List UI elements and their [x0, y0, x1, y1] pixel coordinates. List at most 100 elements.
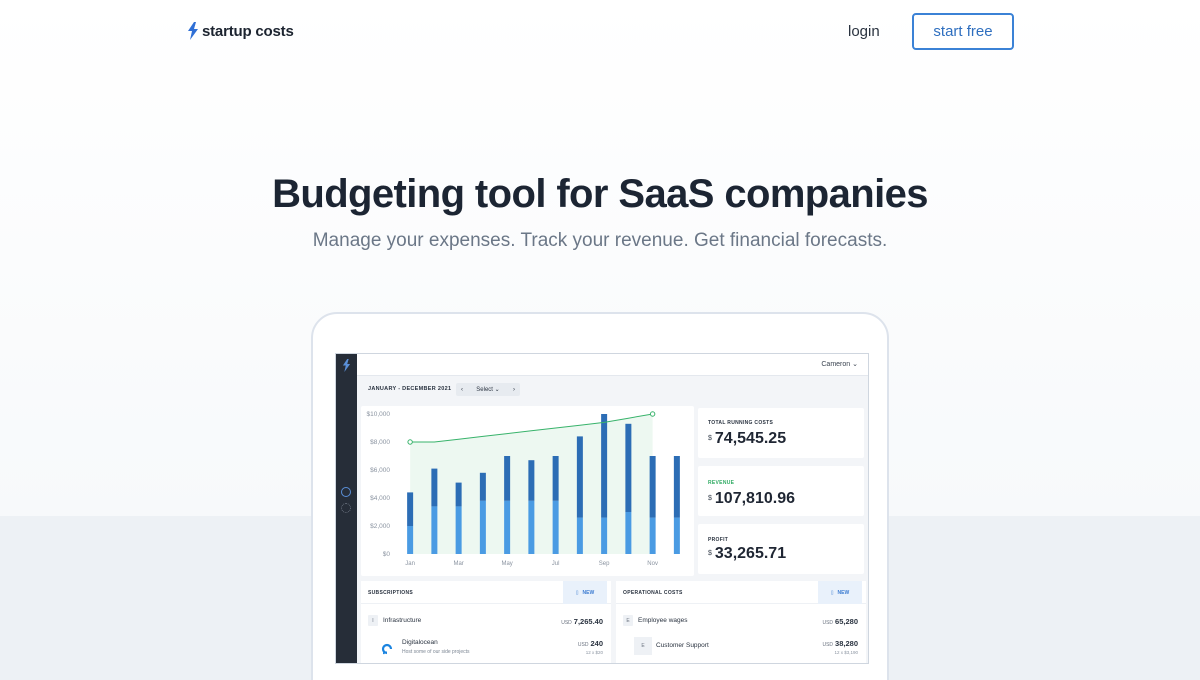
stat-value: $33,265.71	[708, 545, 786, 563]
app-sidebar	[336, 354, 357, 663]
costs-chart: $0 $2,000 $4,000 $6,000 $8,000 $10,000 Jan Mar M…	[367, 411, 680, 567]
login-link[interactable]: login	[848, 23, 880, 40]
x-tick-label: May	[501, 561, 512, 567]
category-name: Infrastructure	[383, 617, 422, 624]
currency-code: USD	[561, 620, 572, 626]
app-topbar: Cameron ⌄	[357, 354, 868, 376]
new-label: NEW	[582, 589, 595, 596]
currency-symbol: $	[708, 435, 712, 442]
bar-segment-upper	[625, 423, 632, 512]
panel-title: SUBSCRIPTIONS	[368, 590, 414, 596]
amount-value: 240	[590, 639, 603, 648]
x-tick-label: Jan	[405, 561, 415, 567]
y-tick-label: $8,000	[370, 439, 390, 446]
currency-symbol: $	[708, 550, 712, 557]
digitalocean-icon	[381, 643, 393, 655]
panel-header: SUBSCRIPTIONS ▯ NEW	[361, 581, 611, 604]
stat-value: $74,545.25	[708, 430, 786, 448]
stat-amount: 74,545.25	[714, 430, 787, 447]
x-tick-label: Mar	[453, 561, 463, 567]
bar-segment-lower	[479, 500, 486, 554]
panel-header: OPERATIONAL COSTS ▯ NEW	[616, 581, 866, 604]
x-tick-label: Sep	[599, 561, 610, 567]
stat-amount: 33,265.71	[714, 545, 787, 562]
bar-segment-lower	[431, 506, 438, 554]
bar-segment-upper	[576, 436, 583, 518]
cost-amount: USD 38,280	[822, 639, 858, 648]
stat-card-revenue: REVENUE $107,810.96	[698, 466, 864, 516]
range-select-label: Select	[476, 387, 493, 393]
document-icon: ▯	[575, 589, 579, 596]
line-end-point	[649, 411, 656, 417]
hero-title: Budgeting tool for SaaS companies	[272, 172, 928, 216]
category-amount: USD 65,280	[822, 617, 858, 626]
range-select[interactable]: Select ⌄	[476, 387, 500, 393]
stat-card-profit: PROFIT $33,265.71	[698, 524, 864, 574]
bolt-icon	[188, 22, 198, 40]
bar-segment-upper	[601, 414, 608, 518]
start-free-button[interactable]: start free	[912, 13, 1014, 50]
stat-label: TOTAL RUNNING COSTS	[708, 420, 774, 426]
chevron-left-icon[interactable]: ‹	[461, 386, 463, 393]
brand-name: startup costs	[202, 22, 294, 40]
category-badge: E	[623, 615, 633, 626]
bar-segment-upper	[407, 492, 414, 526]
bar-segment-upper	[528, 460, 535, 501]
new-subscription-button[interactable]: ▯ NEW	[563, 581, 607, 604]
bar-segment-lower	[552, 500, 559, 554]
bolt-icon	[342, 359, 351, 372]
y-tick-label: $2,000	[370, 523, 390, 530]
operational-costs-panel: OPERATIONAL COSTS ▯ NEW E Employee wages…	[616, 581, 866, 663]
bar-segment-lower	[576, 517, 583, 554]
list-item[interactable]: I Infrastructure USD 7,265.40	[361, 611, 611, 631]
subscription-meta: 12 x $20	[585, 650, 603, 655]
currency-code: USD	[822, 620, 834, 626]
amount-value: 7,265.40	[573, 617, 603, 626]
dashboard-icon[interactable]	[341, 487, 351, 497]
bar-segment-lower	[625, 512, 632, 554]
chevron-right-icon[interactable]: ›	[512, 386, 515, 393]
bar-segment-lower	[649, 517, 656, 554]
bar-segment-upper	[673, 456, 680, 518]
stat-card-total-running-costs: TOTAL RUNNING COSTS $74,545.25	[698, 408, 864, 458]
date-range-control: ‹ Select ⌄ ›	[456, 383, 520, 396]
amount-value: 38,280	[835, 639, 858, 648]
user-menu[interactable]: Cameron ⌄	[821, 360, 858, 368]
list-item[interactable]: E Customer Support USD 38,280 12 x $3,190	[616, 637, 866, 663]
currency-symbol: $	[708, 495, 712, 502]
y-tick-label: $4,000	[370, 495, 390, 502]
gear-icon[interactable]	[341, 503, 351, 513]
bar-segment-lower	[528, 500, 535, 554]
date-range-bar: JANUARY - DECEMBER 2021 ‹ Select ⌄ ›	[357, 376, 868, 404]
category-badge: I	[368, 615, 378, 626]
cost-meta: 12 x $3,190	[834, 650, 858, 655]
subscription-amount: USD 240	[578, 639, 603, 648]
bar-segment-lower	[673, 517, 680, 554]
amount-value: 65,280	[835, 617, 858, 626]
date-range-label: JANUARY - DECEMBER 2021	[368, 386, 452, 392]
bar-segment-upper	[431, 468, 438, 507]
stat-amount: 107,810.96	[714, 490, 795, 507]
brand-logo[interactable]: startup costs	[186, 22, 294, 40]
document-icon: ▯	[830, 589, 834, 596]
bar-segment-upper	[552, 456, 559, 501]
category-badge: E	[634, 637, 652, 655]
panel-title: OPERATIONAL COSTS	[623, 590, 683, 596]
subscription-description: Host some of our side projects	[402, 649, 470, 655]
revenue-line	[410, 413, 653, 443]
list-item[interactable]: Digitalocean Host some of our side proje…	[361, 637, 611, 663]
new-operational-cost-button[interactable]: ▯ NEW	[818, 581, 862, 604]
stat-label: REVENUE	[708, 480, 735, 486]
subscriptions-panel: SUBSCRIPTIONS ▯ NEW I Infrastructure USD…	[361, 581, 611, 663]
bar-segment-upper	[504, 456, 511, 501]
chart-card: $0 $2,000 $4,000 $6,000 $8,000 $10,000 Jan Mar M…	[361, 406, 694, 576]
list-item[interactable]: E Employee wages USD 65,280	[616, 611, 866, 631]
y-tick-label: $10,000	[367, 411, 391, 418]
y-tick-label: $0	[383, 551, 391, 558]
hero-subtitle: Manage your expenses. Track your revenue…	[312, 230, 888, 251]
new-label: NEW	[837, 589, 850, 596]
currency-code: USD	[822, 642, 834, 648]
y-tick-label: $6,000	[370, 467, 390, 474]
bar-segment-lower	[504, 500, 511, 554]
category-amount: USD 7,265.40	[561, 617, 603, 626]
